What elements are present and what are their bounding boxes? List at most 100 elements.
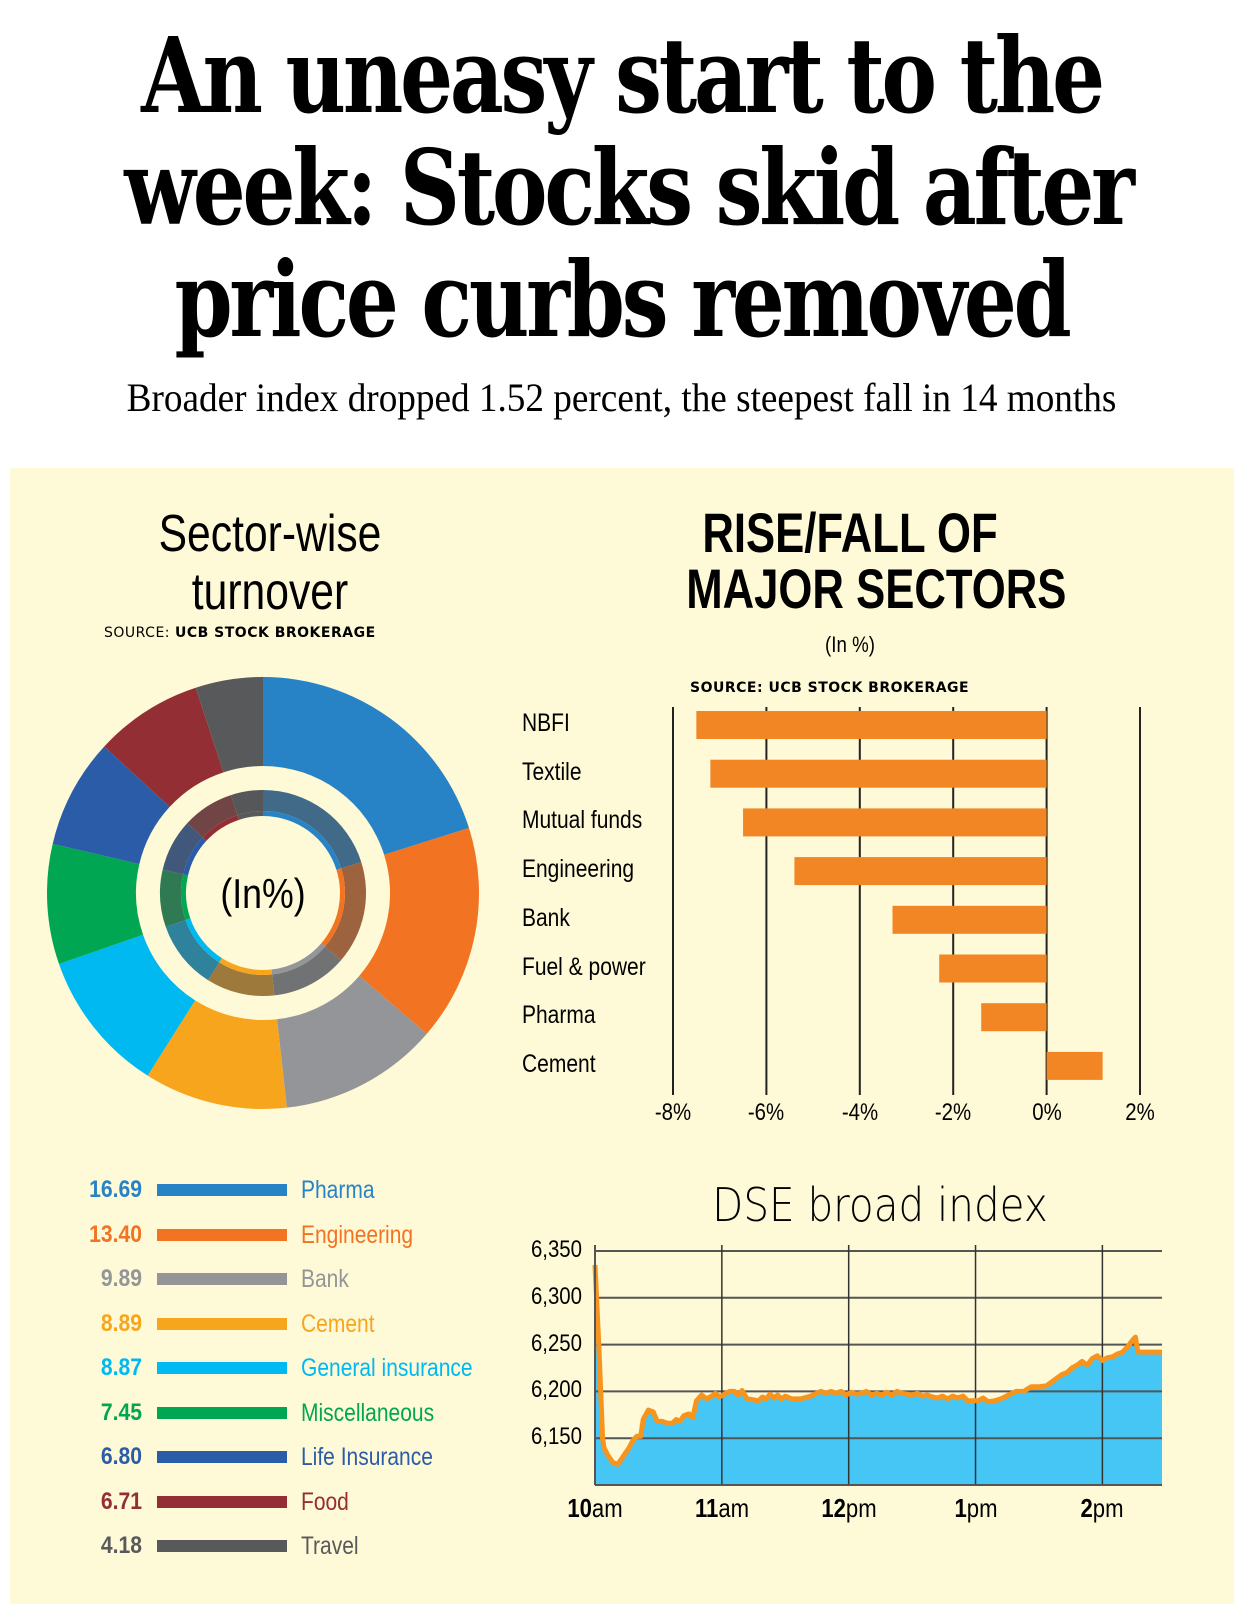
donut-slice-engineering [359, 828, 479, 1034]
bar-x-tick-label: -6% [748, 1099, 785, 1126]
dse-x-tick-label: 11am [688, 1493, 756, 1524]
bar-label-mutual-funds: Mutual funds [522, 806, 643, 835]
donut-thin-slice-bank [271, 943, 326, 975]
turnover-source-name: UCB STOCK BROKERAGE [174, 625, 376, 641]
donut-inner-slice-cement [208, 962, 275, 996]
donut-slice-general-insurance [59, 934, 196, 1076]
headline: An uneasy start to the week: Stocks skid… [124, 14, 1135, 361]
legend-swatch [157, 1228, 287, 1241]
donut-outer-ring [47, 677, 479, 1109]
risefall-source-name: UCB STOCK BROKERAGE [768, 680, 970, 696]
donut-slice-pharma [263, 677, 469, 855]
dse-x-tick-suffix: pm [1093, 1493, 1124, 1523]
legend-value: 13.40 [89, 1220, 142, 1248]
donut-slice-life-insurance [52, 746, 170, 865]
bar-bank [892, 905, 1047, 934]
donut-inner-slice-bank [272, 946, 342, 996]
dse-x-tick-hour: 1 [954, 1493, 967, 1523]
bar-cement [1046, 1051, 1103, 1080]
donut-thin-slice-life-insurance [183, 837, 207, 876]
donut-slice-food [104, 687, 224, 807]
dse-x-tick-suffix: pm [845, 1493, 877, 1523]
legend-label: General insurance [301, 1354, 473, 1382]
headline-line-3: price curbs removed [174, 238, 1071, 361]
legend-swatch [157, 1273, 287, 1285]
dse-x-tick-suffix: am [591, 1493, 623, 1523]
bar-label-engineering: Engineering [522, 855, 635, 884]
legend-value: 7.45 [100, 1398, 142, 1426]
donut-slice-travel [195, 677, 263, 773]
turnover-source: SOURCE: UCB STOCK BROKERAGE [104, 625, 376, 641]
donut-inner-slice-travel [230, 790, 263, 816]
donut-thin-slice-engineering [321, 868, 346, 947]
donut-thin-slice-miscellaneous [181, 874, 191, 920]
risefall-source: SOURCE: UCB STOCK BROKERAGE [690, 680, 969, 696]
donut-inner-slice-pharma [263, 790, 362, 869]
dse-x-tick-suffix: am [718, 1493, 749, 1523]
bar-x-tick-label: -2% [935, 1099, 972, 1126]
dse-y-tick-label: 6,250 [530, 1329, 582, 1357]
dse-y-tick-label: 6,300 [530, 1282, 582, 1310]
risefall-title-line-1: RISE/FALL OF [702, 501, 998, 564]
legend-value: 8.87 [100, 1354, 142, 1381]
legend-label: Travel [301, 1532, 359, 1560]
legend-swatch [157, 1451, 287, 1463]
donut-thin-slice-pharma [263, 811, 342, 870]
headline-line-1: An uneasy start to the [141, 14, 1105, 137]
legend-label: Life Insurance [301, 1443, 433, 1471]
legend-label: Miscellaneous [301, 1398, 435, 1427]
legend-value: 6.71 [100, 1487, 142, 1515]
bar-marks [696, 711, 1103, 1080]
legend-value: 9.89 [100, 1265, 142, 1292]
legend-swatch [157, 1184, 287, 1196]
donut-inner-slice-general-insurance [165, 919, 220, 981]
donut-center-label: (In%) [220, 871, 305, 917]
dse-x-tick-label: 12pm [815, 1493, 883, 1524]
donut-inner-thin-ring [181, 811, 346, 975]
legend-swatch [157, 1317, 287, 1330]
legend-label: Engineering [301, 1220, 414, 1249]
donut-slice-bank [277, 975, 427, 1108]
legend-value: 16.69 [89, 1176, 142, 1203]
legend-swatch [157, 1495, 287, 1508]
dse-y-tick-label: 6,350 [530, 1236, 582, 1263]
dse-y-tick-label: 6,150 [530, 1423, 582, 1451]
bar-nbfi [696, 711, 1047, 739]
dse-x-tick-hour: 10 [567, 1493, 592, 1523]
bar-x-tick-label: 0% [1031, 1099, 1062, 1126]
risefall-unit-label: (In %) [825, 632, 875, 657]
bar-x-tick-label: 2% [1125, 1099, 1155, 1126]
bar-label-pharma: Pharma [522, 1001, 596, 1030]
donut-thin-slice-food [202, 815, 240, 841]
bar-pharma [981, 1003, 1047, 1032]
turnover-source-label: SOURCE: [104, 625, 171, 641]
donut-slice-cement [147, 1000, 287, 1109]
bar-textile [710, 759, 1047, 788]
dse-y-tick-label: 6,200 [530, 1376, 582, 1404]
dse-index-line [592, 1264, 1162, 1467]
legend-value: 8.89 [100, 1309, 142, 1337]
dse-x-tick-hour: 2 [1080, 1493, 1094, 1523]
legend-swatch [157, 1406, 287, 1419]
bar-label-cement: Cement [522, 1049, 596, 1078]
legend-swatch [157, 1540, 287, 1552]
subheadline: Broader index dropped 1.52 percent, the … [126, 375, 1117, 420]
risefall-source-label: SOURCE: [690, 680, 764, 696]
bar-x-tick-label: -4% [841, 1099, 878, 1126]
legend-label: Pharma [301, 1176, 375, 1204]
bar-mutual-funds [743, 808, 1047, 837]
bar-label-bank: Bank [522, 903, 570, 932]
dse-chart-title: DSE broad index [712, 1178, 1048, 1232]
donut-inner-slice-food [187, 795, 238, 838]
dse-x-tick-label: 1pm [942, 1493, 1010, 1524]
dse-x-tick-hour: 12 [821, 1493, 846, 1523]
legend-label: Bank [301, 1265, 349, 1293]
donut-thin-slice-travel [237, 811, 263, 820]
legend-label: Food [301, 1487, 349, 1516]
risefall-chart-title: RISE/FALL OF MAJOR SECTORS [686, 501, 1066, 617]
bar-label-fuel-power: Fuel & power [522, 952, 646, 981]
bar-label-textile: Textile [522, 757, 582, 786]
legend-value: 6.80 [100, 1443, 142, 1470]
